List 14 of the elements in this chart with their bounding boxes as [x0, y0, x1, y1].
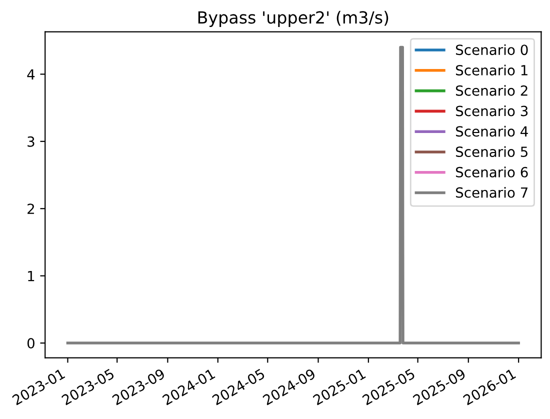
legend-label: Scenario 1	[456, 64, 528, 76]
y-tick-label: 2	[28, 204, 34, 214]
y-tick-label: 4	[27, 69, 35, 80]
legend-label: Scenario 3	[456, 106, 528, 116]
legend-label: Scenario 0	[456, 44, 528, 56]
legend-label: Scenario 7	[456, 187, 528, 198]
legend-label: Scenario 2	[456, 85, 528, 96]
y-tick-label: 1	[28, 270, 34, 282]
y-tick-label: 0	[27, 338, 34, 349]
legend-label: Scenario 6	[456, 166, 528, 178]
y-tick-label: 3	[28, 136, 34, 147]
legend-label: Scenario 4	[456, 126, 528, 137]
chart-title: Bypass 'upper2' (m3/s)	[198, 10, 388, 27]
legend-label: Scenario 5	[456, 146, 528, 158]
